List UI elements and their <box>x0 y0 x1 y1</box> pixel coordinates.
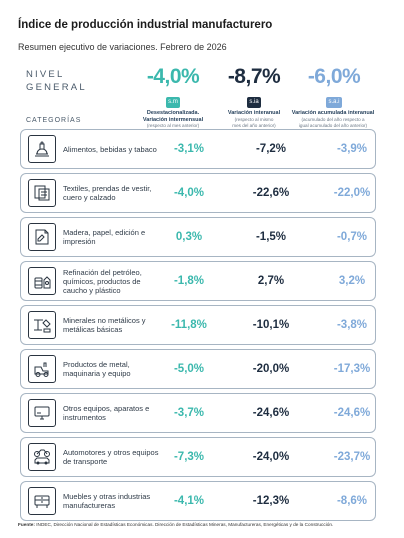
category-label: Automotores y otros equipos de transport… <box>63 448 159 466</box>
column-header-monthly-main1: Desestacionalizada. <box>146 110 200 116</box>
monitor-icon <box>28 399 56 427</box>
value-cumulative: -0,7% <box>336 231 368 243</box>
tractor-icon <box>28 355 56 383</box>
value-monthly: 0,3% <box>175 231 203 243</box>
column-header-monthly-sub: (respecto al mes anterior) <box>146 123 200 128</box>
food-icon <box>28 135 56 163</box>
category-label: Refinación del petróleo, químicos, produ… <box>63 267 142 295</box>
column-header-monthly: Desestacionalizada. Variación intermensu… <box>127 110 219 130</box>
value-cumulative: -17,3% <box>333 363 371 375</box>
category-label: Muebles y otras industrias manufacturera… <box>63 492 151 510</box>
value-monthly: -1,8% <box>173 275 205 287</box>
column-header-monthly-main2: Variación intermensual <box>142 116 204 123</box>
headline-cumulative-value: -6,0% <box>307 65 361 88</box>
headline-yearly-badge: s.ia <box>247 97 261 108</box>
value-cumulative: -24,6% <box>333 407 371 419</box>
column-header-cumulative-main: Variación acumulada interanual <box>291 110 375 116</box>
value-yearly: -24,6% <box>252 407 290 419</box>
value-monthly: -3,7% <box>173 407 205 419</box>
category-label: Otros equipos, aparatos e instrumentos <box>63 404 150 422</box>
textile-icon <box>28 179 56 207</box>
value-monthly: -7,3% <box>173 451 205 463</box>
nivel-general-label: NIVEL GENERAL <box>26 68 96 94</box>
column-header-cumulative-sub2: igual acumulado del año anterior) <box>298 123 368 128</box>
headline-cumulative-badge: s.a.i <box>326 97 342 108</box>
category-label: Alimentos, bebidas y tabaco <box>63 144 157 154</box>
category-label: Productos de metal, maquinaria y equipo <box>63 360 131 378</box>
nivel-label-line2: GENERAL <box>26 82 87 93</box>
column-header-yearly-sub1: (respecto al mismo <box>234 116 274 122</box>
value-yearly: -7,2% <box>255 143 287 155</box>
value-cumulative: 3,2% <box>338 275 366 287</box>
category-label: Madera, papel, edición e impresión <box>63 228 146 246</box>
headline-monthly-value: -4,0% <box>146 65 200 88</box>
category-row-other-equipment: Otros equipos, aparatos e instrumentos -… <box>20 393 376 433</box>
category-row-minerals: Minerales no metálicos y metálicas básic… <box>20 305 376 345</box>
value-cumulative: -22,0% <box>333 187 371 199</box>
category-row-vehicles: Automotores y otros equipos de transport… <box>20 437 376 477</box>
page-subtitle: Resumen ejecutivo de variaciones. Febrer… <box>18 42 227 52</box>
category-row-textiles: Textiles, prendas de vestir, cuero y cal… <box>20 173 376 213</box>
value-yearly: -22,6% <box>252 187 290 199</box>
nivel-label-line1: NIVEL <box>26 69 65 80</box>
headline-cumulative: -6,0% s.a.i <box>294 64 374 108</box>
headline-monthly-badge: s.m <box>166 97 180 108</box>
value-cumulative: -3,8% <box>336 319 368 331</box>
value-monthly: -5,0% <box>173 363 205 375</box>
column-header-yearly: Variación interanual (respecto al mismo … <box>208 110 300 130</box>
value-monthly: -3,1% <box>173 143 205 155</box>
value-yearly: -1,5% <box>255 231 287 243</box>
value-yearly: -20,0% <box>252 363 290 375</box>
categories-label: CATEGORÍAS <box>26 117 82 124</box>
vehicles-icon <box>28 443 56 471</box>
value-yearly: -24,0% <box>252 451 290 463</box>
headline-yearly: -8,7% s.ia <box>214 64 294 108</box>
category-row-refinery: Refinación del petróleo, químicos, produ… <box>20 261 376 301</box>
source-footer: Fuente: INDEC, Dirección Nacional de Est… <box>18 522 333 527</box>
category-label: Textiles, prendas de vestir, cuero y cal… <box>63 184 152 202</box>
minerals-icon <box>28 311 56 339</box>
value-cumulative: -3,9% <box>336 143 368 155</box>
furniture-icon <box>28 487 56 515</box>
refinery-icon <box>28 267 56 295</box>
value-yearly: -10,1% <box>252 319 290 331</box>
column-header-yearly-main: Variación interanual <box>227 110 281 116</box>
headline-yearly-value: -8,7% <box>227 65 281 88</box>
source-text: INDEC, Dirección Nacional de Estadística… <box>36 522 334 527</box>
page-title: Índice de producción industrial manufact… <box>18 19 273 31</box>
value-cumulative: -8,6% <box>336 495 368 507</box>
value-monthly: -11,8% <box>171 319 207 331</box>
category-label: Minerales no metálicos y metálicas básic… <box>63 316 146 334</box>
value-monthly: -4,0% <box>173 187 205 199</box>
category-row-food: Alimentos, bebidas y tabaco -3,1% -7,2% … <box>20 129 376 169</box>
headline-monthly: -4,0% s.m <box>133 64 213 108</box>
column-header-yearly-sub2: mes del año anterior) <box>232 123 276 128</box>
value-yearly: -12,3% <box>252 495 290 507</box>
category-row-furniture: Muebles y otras industrias manufacturera… <box>20 481 376 521</box>
category-row-paper: Madera, papel, edición e impresión 0,3% … <box>20 217 376 257</box>
value-cumulative: -23,7% <box>333 451 371 463</box>
source-label: Fuente: <box>18 522 35 527</box>
column-header-cumulative: Variación acumulada interanual (acumulad… <box>287 110 379 130</box>
paper-icon <box>28 223 56 251</box>
category-row-metal-machinery: Productos de metal, maquinaria y equipo … <box>20 349 376 389</box>
value-monthly: -4,1% <box>173 495 205 507</box>
column-header-cumulative-sub1: (acumulado del año respecto a <box>301 116 365 122</box>
value-yearly: 2,7% <box>257 275 285 287</box>
